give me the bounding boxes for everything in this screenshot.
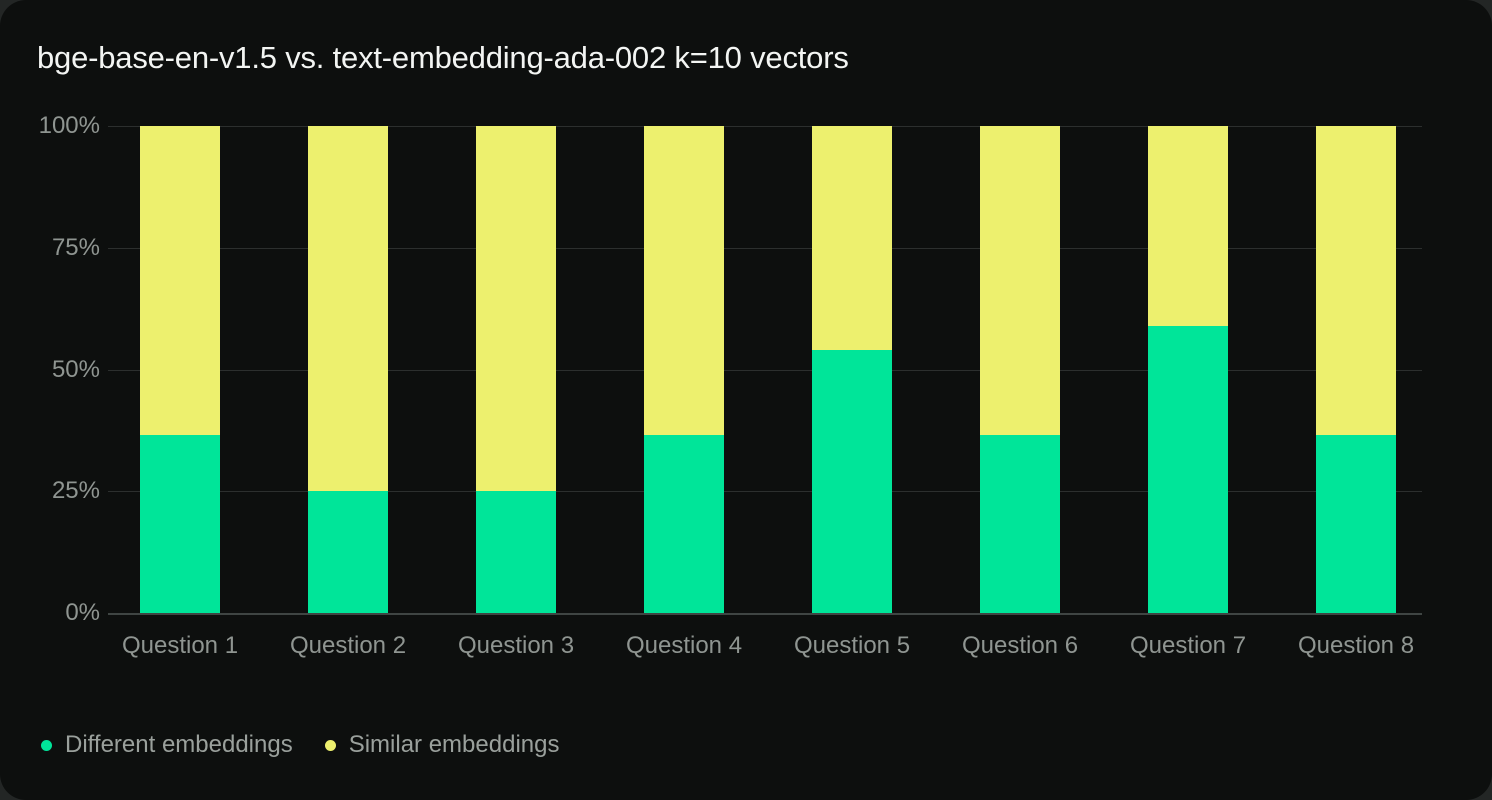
y-tick-label: 75% xyxy=(51,233,100,261)
x-category-label: Question 7 xyxy=(1129,632,1247,659)
legend-dot-icon xyxy=(41,739,52,751)
x-axis-line xyxy=(108,613,1422,615)
bar-segment-similar xyxy=(1316,126,1396,436)
bar-segment-similar xyxy=(644,126,724,436)
bar-question-2 xyxy=(308,126,388,613)
y-tick-label: 50% xyxy=(51,355,100,383)
y-tick-label: 25% xyxy=(51,477,100,505)
gridline-75 xyxy=(108,247,1422,249)
gridline-100 xyxy=(108,126,1422,127)
bar-segment-different xyxy=(476,491,556,613)
bar-question-4 xyxy=(644,126,724,613)
y-tick-label: 0% xyxy=(65,599,100,626)
x-category-label: Question 2 xyxy=(289,632,407,659)
legend-label: Similar embeddings xyxy=(348,731,560,758)
bar-segment-similar xyxy=(1148,126,1228,326)
bar-segment-similar xyxy=(980,126,1060,436)
x-category-label: Question 6 xyxy=(961,632,1079,659)
bar-segment-similar xyxy=(308,126,388,492)
bar-segment-similar xyxy=(476,126,556,492)
bar-segment-similar xyxy=(812,126,892,351)
bar-question-8 xyxy=(1316,126,1396,613)
bar-segment-different xyxy=(1316,435,1396,613)
legend-item-different-embeddings: Different embeddings xyxy=(41,731,293,759)
bar-question-5 xyxy=(812,126,892,613)
bar-segment-similar xyxy=(140,126,220,436)
bar-segment-different xyxy=(308,491,388,613)
legend-label: Different embeddings xyxy=(65,731,293,758)
x-category-label: Question 5 xyxy=(793,632,911,659)
bar-segment-different xyxy=(1148,325,1228,613)
legend-item-similar-embeddings: Similar embeddings xyxy=(324,731,560,759)
bar-segment-different xyxy=(812,350,892,613)
x-category-label: Question 1 xyxy=(121,632,239,659)
x-axis: Question 1 Question 2 Question 3 Question 4… xyxy=(108,632,1422,664)
bar-question-1 xyxy=(140,126,220,613)
bar-question-3 xyxy=(476,126,556,613)
legend-dot-icon xyxy=(324,739,336,751)
bar-question-6 xyxy=(980,126,1060,613)
gridline-50 xyxy=(108,369,1422,371)
plot-area xyxy=(108,126,1422,615)
y-axis: 100% 75% 50% 25% 0% xyxy=(0,112,100,626)
x-category-label: Question 4 xyxy=(625,632,743,659)
bar-segment-different xyxy=(644,435,724,613)
gridline-25 xyxy=(108,491,1422,493)
x-category-label: Question 3 xyxy=(457,632,575,659)
legend: Different embeddings Similar embeddings xyxy=(41,731,559,759)
x-category-label: Question 8 xyxy=(1297,632,1415,659)
y-tick-label: 100% xyxy=(38,112,100,139)
chart-title: bge-base-en-v1.5 vs. text-embedding-ada-… xyxy=(37,40,849,75)
bar-segment-different xyxy=(140,435,220,613)
bar-question-7 xyxy=(1148,126,1228,613)
bar-segment-different xyxy=(980,435,1060,613)
